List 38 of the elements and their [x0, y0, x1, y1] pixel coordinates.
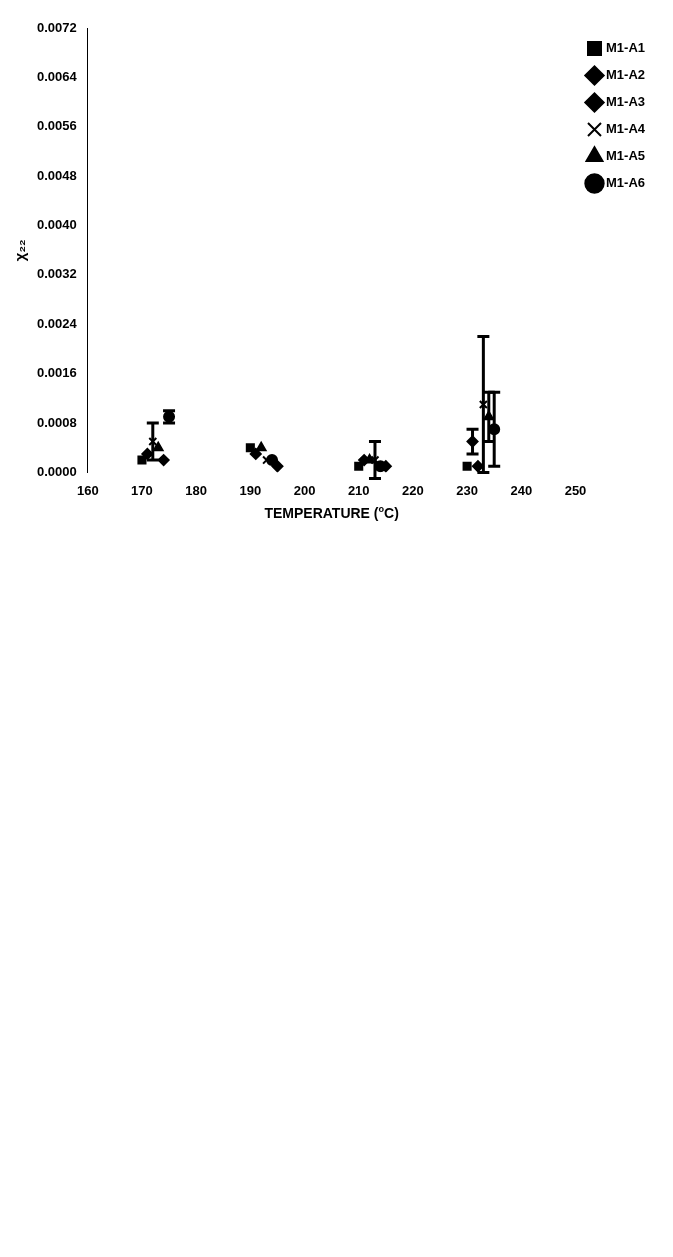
x-tick-label: 230	[456, 482, 478, 498]
point	[245, 443, 255, 453]
point	[148, 437, 158, 447]
legend-label: M1-A1	[605, 40, 646, 56]
point	[478, 399, 488, 410]
x-tick-label: 210	[347, 482, 370, 498]
x-tick-label: 160	[76, 482, 99, 498]
y-tick-label: 0.0048	[37, 167, 77, 183]
legend-label: M1-A4	[605, 121, 646, 137]
legend-label: M1-A5	[605, 148, 646, 164]
point	[157, 454, 170, 467]
x-tick-label: 250	[564, 482, 587, 498]
y-tick-label: 0.0032	[37, 266, 77, 282]
y-tick-label: 0.0072	[37, 19, 77, 35]
y-axis-title: χ₂₂	[11, 239, 29, 262]
y-tick-label: 0.0040	[37, 217, 77, 233]
x-tick-label: 170	[131, 482, 153, 498]
y-tick-label: 0.0016	[37, 365, 77, 381]
x-tick-label: 190	[239, 482, 262, 498]
point	[137, 455, 147, 465]
legend-label: M1-A2	[605, 67, 646, 83]
point	[255, 441, 267, 452]
point	[354, 461, 364, 471]
y-tick-label: 0.0056	[37, 118, 77, 134]
point	[370, 455, 380, 465]
x-tick-label: 220	[402, 482, 424, 498]
y-tick-label: 0.0008	[37, 414, 77, 430]
x-tick-label: 200	[293, 482, 316, 498]
y-tick-label: 0.0000	[37, 463, 77, 479]
legend-label: M1-A6	[605, 175, 646, 191]
point	[249, 447, 262, 460]
point	[462, 461, 472, 471]
point	[271, 460, 284, 473]
y-tick-label: 0.0024	[37, 315, 78, 331]
x-tick-label: 240	[510, 482, 533, 498]
y-tick-label: 0.0064	[37, 68, 78, 84]
legend-label: M1-A3	[605, 94, 646, 110]
x-tick-label: 180	[185, 482, 207, 498]
